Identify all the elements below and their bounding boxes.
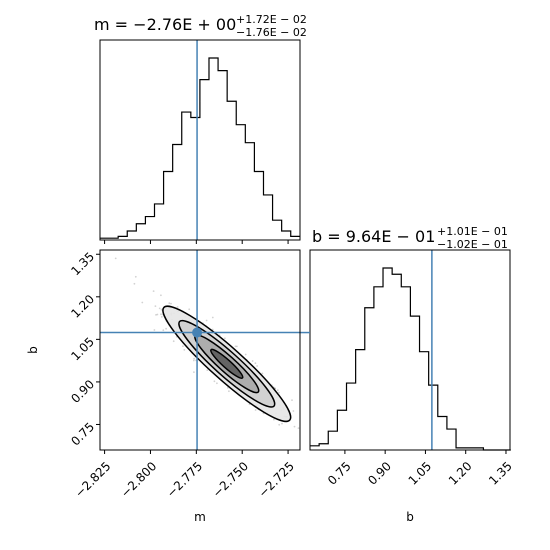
- m-hist-title: m = −2.76E + 00 +1.72E − 02 −1.76E − 02: [94, 13, 307, 39]
- m-title-sub: −1.76E − 02: [236, 26, 307, 39]
- b-hist-x-tick-label: 1.20: [446, 459, 475, 488]
- m-hist-frame: [99, 39, 301, 241]
- b-hist-x-tick-label: 0.90: [365, 459, 394, 488]
- b-hist-x-tick-label: 1.35: [486, 459, 515, 488]
- scatter-point: [160, 313, 162, 316]
- scatter-point: [291, 399, 293, 401]
- m-histogram-panel: [99, 39, 301, 244]
- scatter-point: [155, 314, 157, 316]
- x-axis-label-b: b: [406, 510, 414, 524]
- joint-density-panel: −2.825 −2.800 −2.775 −2.750 −2.725 0.75 0.90 1.…: [68, 249, 317, 500]
- scatter-point: [133, 282, 136, 285]
- scatter-point: [182, 345, 184, 348]
- scatter-point: [158, 307, 161, 310]
- joint-x-tick-label: −2.825: [72, 459, 113, 500]
- scatter-point: [278, 391, 280, 394]
- scatter-point: [172, 340, 175, 343]
- scatter-point: [162, 329, 165, 332]
- b-title-sup: +1.01E − 01: [437, 225, 508, 238]
- scatter-point: [160, 294, 162, 297]
- b-histogram-step: [310, 267, 511, 451]
- joint-y-tick-label: 1.35: [68, 249, 97, 278]
- scatter-point: [188, 308, 191, 311]
- scatter-point: [206, 369, 209, 371]
- b-histogram-panel: 0.75 0.90 1.05 1.20 1.35: [309, 249, 515, 488]
- joint-x-tick-label: −2.750: [210, 459, 251, 500]
- joint-frame: [99, 249, 301, 451]
- b-hist-x-tick-label: 1.05: [406, 459, 435, 488]
- scatter-point: [293, 425, 296, 428]
- density-contour: [178, 319, 276, 408]
- joint-y-tick-label: 0.75: [68, 420, 97, 449]
- scatter-point: [192, 359, 195, 362]
- scatter-point: [254, 409, 257, 411]
- scatter-point: [165, 327, 168, 330]
- scatter-point: [205, 319, 208, 322]
- scatter-point: [244, 353, 247, 356]
- truth-marker: [192, 327, 203, 338]
- scatter-point: [313, 457, 315, 459]
- y-axis-label-b: b: [26, 346, 40, 354]
- scatter-point: [303, 420, 305, 422]
- scatter-point: [213, 380, 216, 383]
- scatter-point: [152, 290, 155, 292]
- m-histogram-step: [100, 57, 300, 239]
- scatter-point: [236, 345, 238, 348]
- scatter-point: [168, 302, 171, 305]
- scatter-point: [234, 345, 237, 348]
- scatter-point: [114, 257, 117, 260]
- joint-x-tick-label: −2.775: [164, 459, 205, 500]
- joint-x-tick-label: −2.800: [118, 459, 159, 500]
- density-contour: [210, 348, 244, 379]
- scatter-point: [193, 371, 195, 373]
- joint-x-tick-label: −2.725: [256, 459, 297, 500]
- scatter-point: [254, 362, 257, 365]
- scatter-point: [261, 372, 264, 375]
- scatter-point: [297, 427, 300, 429]
- b-hist-title: b = 9.64E − 01 +1.01E − 01 −1.02E − 01: [312, 225, 508, 251]
- m-title-main: m = −2.76E + 00: [94, 15, 236, 34]
- density-contour: [162, 305, 292, 423]
- scatter-point: [224, 337, 226, 340]
- scatter-point: [278, 423, 281, 426]
- x-axis-label-m: m: [194, 510, 206, 524]
- scatter-point: [141, 301, 144, 304]
- joint-y-tick-label: 1.05: [68, 335, 97, 364]
- scatter-point: [281, 422, 283, 425]
- scatter-point: [292, 410, 295, 412]
- joint-y-tick-label: 1.20: [68, 292, 97, 321]
- scatter-point: [160, 316, 163, 318]
- joint-y-tick-label: 0.90: [68, 377, 97, 406]
- m-title-sup: +1.72E − 02: [236, 13, 307, 26]
- scatter-point: [273, 418, 275, 421]
- b-hist-frame: [309, 249, 511, 451]
- b-title-sub: −1.02E − 01: [437, 238, 508, 251]
- scatter-point: [216, 382, 218, 385]
- scatter-point: [183, 349, 186, 351]
- scatter-point: [315, 440, 317, 442]
- scatter-point: [251, 360, 254, 362]
- scatter-point: [153, 329, 156, 331]
- scatter-point: [156, 313, 159, 316]
- density-fill: [210, 349, 243, 379]
- scatter-point: [154, 305, 157, 307]
- scatter-point: [228, 390, 230, 393]
- scatter-point: [226, 387, 229, 389]
- joint-inner: [114, 257, 317, 459]
- b-hist-x-tick-label: 0.75: [325, 459, 354, 488]
- scatter-point: [160, 308, 163, 311]
- scatter-point: [211, 316, 214, 319]
- scatter-point: [170, 302, 172, 305]
- b-title-main: b = 9.64E − 01: [312, 227, 435, 246]
- scatter-point: [176, 306, 179, 308]
- scatter-point: [256, 365, 258, 367]
- scatter-point: [193, 357, 196, 360]
- scatter-point: [134, 275, 137, 278]
- scatter-point: [276, 389, 279, 392]
- scatter-point: [211, 328, 214, 331]
